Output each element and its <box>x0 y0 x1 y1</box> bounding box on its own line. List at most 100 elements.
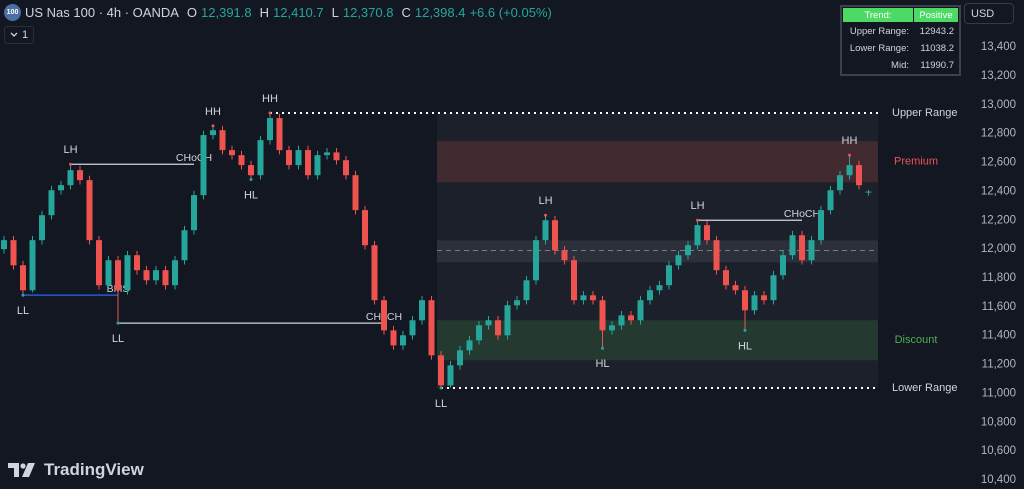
candle-body <box>1 240 7 250</box>
pivot-dot <box>211 124 215 128</box>
candle-body <box>324 152 330 156</box>
candle-body <box>105 260 112 286</box>
candle-body <box>495 320 501 336</box>
candle-body <box>514 300 520 306</box>
pivot-dot <box>696 218 699 222</box>
ohlc-label: L <box>331 5 339 20</box>
pivot-dot <box>544 213 547 217</box>
pivot-dot <box>21 293 25 297</box>
equilibrium-zone <box>437 240 878 263</box>
candle-body <box>742 290 748 311</box>
candle-body <box>390 330 397 346</box>
ohlc-label: H <box>259 5 270 20</box>
candle-body <box>428 300 435 356</box>
price-change: +6.6 (+0.05%) <box>469 5 552 20</box>
symbol-badge[interactable]: 100 <box>4 4 21 21</box>
ohlc-value: 12,391.8 <box>201 5 252 20</box>
pivot-label: HL <box>244 189 258 201</box>
candle-body <box>656 285 663 291</box>
pivot-label: HH <box>205 106 221 118</box>
candle-body <box>751 295 758 311</box>
candle-body <box>837 175 843 191</box>
candle-body <box>77 170 83 181</box>
candle-body <box>58 185 64 191</box>
candle-body <box>637 300 644 321</box>
candle-body <box>48 190 55 216</box>
candle-body <box>818 210 824 241</box>
y-tick-label: 10,400 <box>981 474 1016 486</box>
symbol-name[interactable]: US Nas 100 · 4h · OANDA <box>25 5 179 20</box>
upper-range-label: Upper Range <box>892 107 957 119</box>
candle-body <box>400 335 406 346</box>
table-cell: 11038.2 <box>920 42 954 54</box>
candle-body <box>457 350 463 366</box>
candle-body <box>314 155 321 176</box>
pivot-dot <box>848 153 851 157</box>
table-row: Mid: 11990.7 <box>843 57 958 73</box>
candle-body <box>162 270 169 286</box>
candle-body <box>713 240 720 271</box>
candle-body <box>723 270 729 286</box>
candle-body <box>248 165 254 176</box>
ohlc-value: 12,410.7 <box>273 5 324 20</box>
structure-label: CHoCH <box>784 208 820 220</box>
indicator-count: 1 <box>21 29 29 41</box>
pivot-label: LH <box>538 195 552 207</box>
candle-body <box>666 265 672 286</box>
pivot-dot <box>743 328 747 332</box>
y-tick-label: 10,800 <box>981 416 1016 428</box>
brand-logo[interactable]: TradingView <box>8 460 144 480</box>
table-row: Trend: Positive <box>843 8 958 22</box>
premium-zone <box>437 141 878 183</box>
currency-button[interactable]: USD <box>964 3 1014 24</box>
candle-body <box>789 235 796 256</box>
candle-body <box>770 275 777 301</box>
candle-body <box>381 300 387 331</box>
logo-icon <box>8 463 35 477</box>
candle-body <box>86 180 93 241</box>
pivot-dot <box>69 162 72 166</box>
indicator-toggle[interactable]: 1 <box>4 26 34 44</box>
candle-body <box>343 160 349 176</box>
y-tick-label: 11,200 <box>982 359 1016 371</box>
candle-body <box>124 255 131 291</box>
candle-body <box>419 300 425 321</box>
logo-text: TradingView <box>44 460 144 479</box>
table-cell: 12943.2 <box>919 25 954 37</box>
candle-body <box>333 152 340 161</box>
ohlc-value: 12,398.4 <box>414 5 466 20</box>
candle-body <box>362 210 368 246</box>
structure-label: CHoCH <box>176 152 212 164</box>
candle-body <box>799 235 805 261</box>
discount-label: Discount <box>895 334 938 346</box>
ohlc-label: C <box>401 5 411 20</box>
candle-body <box>580 295 587 301</box>
candle-body <box>523 280 530 301</box>
candle-body <box>675 255 682 266</box>
candle-body <box>153 270 159 281</box>
y-tick-label: 12,600 <box>981 157 1016 169</box>
candle-body <box>172 260 178 286</box>
y-tick-label: 13,400 <box>981 41 1016 53</box>
candle-body <box>694 225 701 246</box>
y-tick-label: 13,000 <box>981 99 1016 111</box>
y-tick-label: 10,600 <box>981 445 1016 457</box>
candle-body <box>20 265 26 291</box>
candle-body <box>533 240 539 281</box>
pivot-dot <box>116 321 120 325</box>
pivot-label: LL <box>112 333 124 345</box>
candle-body <box>181 230 188 261</box>
candle-body <box>571 260 577 301</box>
candle-body <box>438 355 444 386</box>
chevron-icon <box>10 32 18 37</box>
candle-body <box>552 220 558 251</box>
candle-body <box>504 305 511 336</box>
pivot-label: LH <box>63 144 77 156</box>
candle-body <box>647 290 653 301</box>
candle-body <box>599 300 606 331</box>
candle-body <box>865 191 872 193</box>
ohlc-label: O <box>186 5 198 20</box>
candle-body <box>143 270 150 281</box>
candle-body <box>732 285 739 291</box>
